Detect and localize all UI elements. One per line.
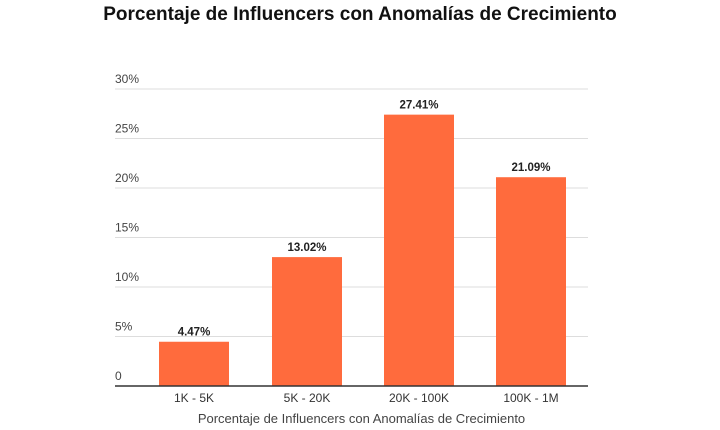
x-category-label: 20K - 100K <box>389 391 449 405</box>
bar <box>496 177 566 386</box>
bar <box>384 114 454 387</box>
y-tick-label: 30% <box>115 72 139 86</box>
x-axis-title: Porcentaje de Influencers con Anomalías … <box>198 411 525 426</box>
y-tick-label: 25% <box>115 122 139 136</box>
y-tick-label: 20% <box>115 171 139 185</box>
value-labels: 4.47% 13.02% 27.41% 21.09% <box>178 100 551 339</box>
x-category-label: 100K - 1M <box>503 391 558 405</box>
bar <box>159 341 229 386</box>
bars <box>159 114 566 387</box>
y-tick-label: 5% <box>115 320 133 334</box>
chart-title: Porcentaje de Influencers con Anomalías … <box>103 4 617 25</box>
bar-value-label: 13.02% <box>287 242 326 254</box>
x-axis-category-labels: 1K - 5K 5K - 20K 20K - 100K 100K - 1M <box>174 391 559 405</box>
bar-value-label: 21.09% <box>511 162 550 174</box>
bar-value-label: 4.47% <box>178 327 211 339</box>
y-axis-ticks: 0 5% 10% 15% 20% 25% 30% <box>115 72 139 383</box>
y-tick-label: 0 <box>115 369 122 383</box>
y-tick-label: 10% <box>115 270 139 284</box>
x-category-label: 5K - 20K <box>284 391 331 405</box>
bar <box>272 257 342 386</box>
y-tick-label: 15% <box>115 221 139 235</box>
x-category-label: 1K - 5K <box>174 391 214 405</box>
bar-value-label: 27.41% <box>399 100 438 112</box>
